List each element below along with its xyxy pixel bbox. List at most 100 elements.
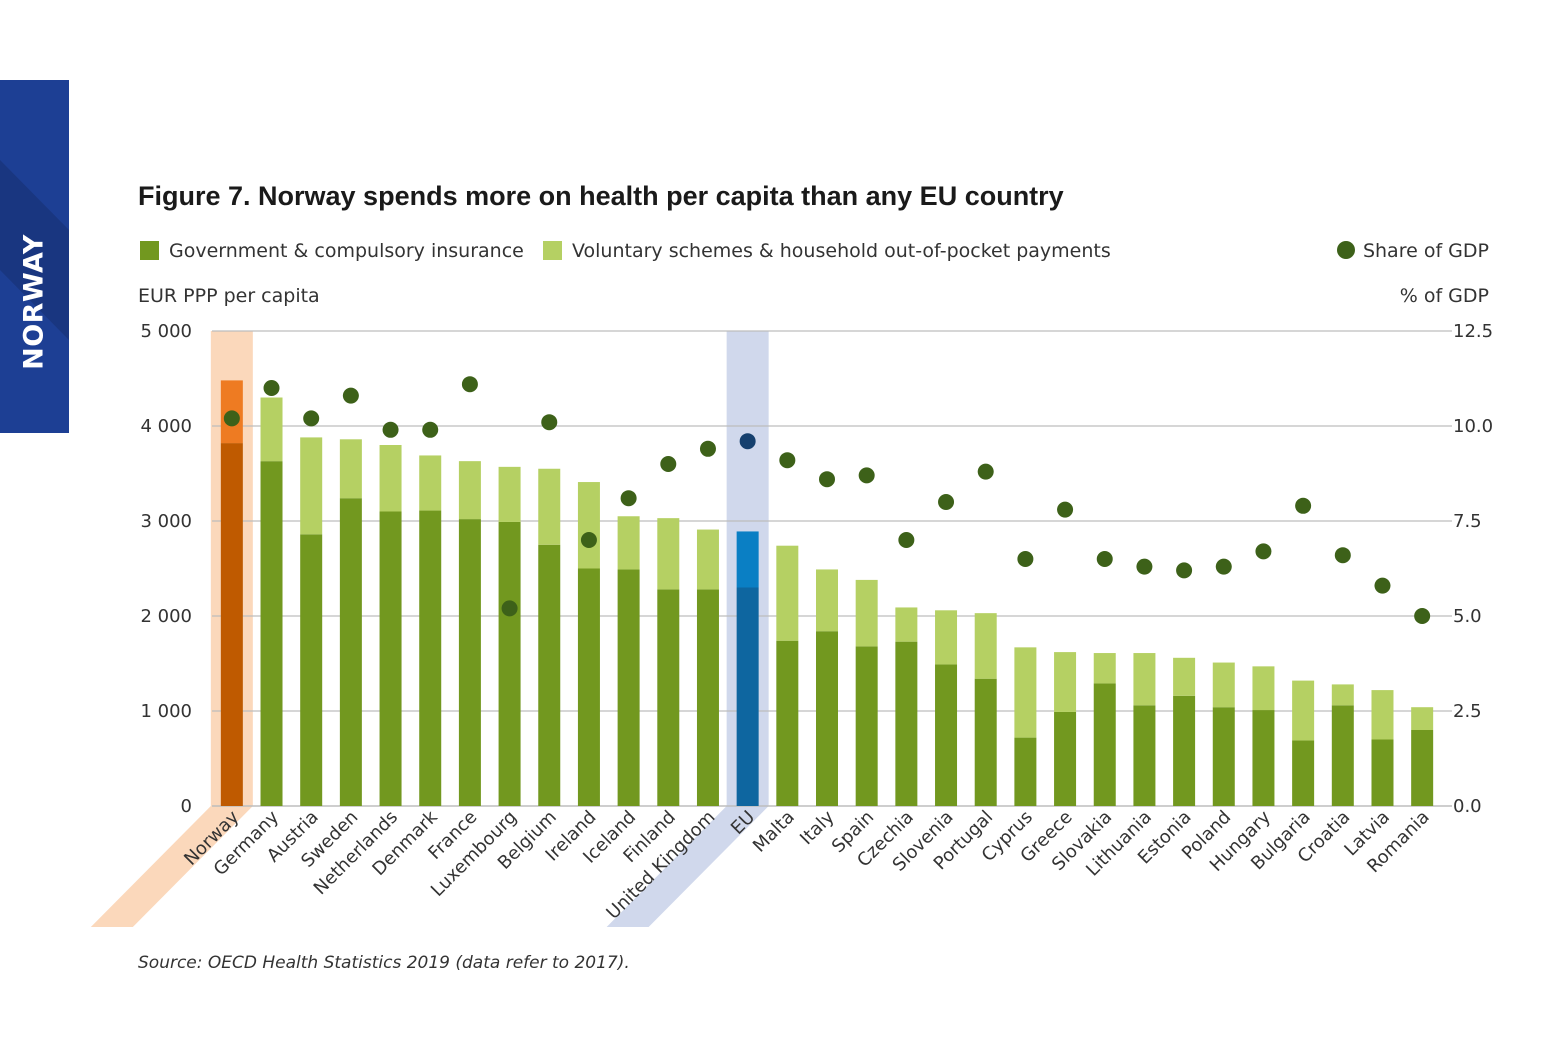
bar-voluntary-luxembourg	[498, 466, 521, 522]
point-share-gdp-spain	[858, 467, 875, 484]
bar-government-iceland	[617, 569, 640, 806]
point-share-gdp-norway	[223, 410, 240, 427]
point-share-gdp-malta	[779, 452, 796, 469]
point-share-gdp-latvia	[1374, 577, 1391, 594]
bar-government-sweden	[339, 498, 362, 806]
bar-government-luxembourg	[498, 521, 521, 806]
bar-voluntary-poland	[1212, 662, 1235, 708]
point-share-gdp-cyprus	[1017, 551, 1034, 567]
point-share-gdp-slovenia	[938, 494, 955, 510]
bar-voluntary-estonia	[1173, 657, 1196, 696]
point-share-gdp-bulgaria	[1295, 497, 1312, 514]
bar-government-poland	[1212, 707, 1235, 806]
bar-voluntary-czechia	[895, 607, 918, 642]
bar-government-cyprus	[1014, 737, 1037, 806]
bar-government-malta	[776, 640, 799, 806]
bar-voluntary-croatia	[1331, 684, 1354, 706]
y-axis-ticks: 0 1 000 2 000 3 000 4 000 5 000	[140, 321, 192, 817]
bar-voluntary-denmark	[419, 455, 442, 511]
bar-government-italy	[816, 631, 838, 806]
legend-marker-share-gdp	[1337, 241, 1355, 259]
point-share-gdp-italy	[819, 471, 835, 488]
bar-government-greece	[1054, 711, 1077, 806]
bar-voluntary-slovenia	[935, 610, 958, 665]
bar-government-estonia	[1173, 695, 1196, 806]
y-tick-label: 3 000	[140, 511, 192, 532]
point-share-gdp-denmark	[422, 421, 439, 438]
x-axis-labels: NorwayGermanyAustriaSwedenNetherlandsDen…	[180, 806, 1433, 923]
bar-government-united-kingdom	[696, 589, 719, 806]
bar-voluntary-hungary	[1252, 666, 1275, 711]
legend-label-share-gdp: Share of GDP	[1363, 240, 1489, 262]
bar-voluntary-portugal	[974, 613, 997, 679]
bar-voluntary-austria	[300, 437, 323, 535]
point-share-gdp-eu	[739, 433, 756, 450]
bar-government-austria	[300, 534, 323, 806]
bar-government-spain	[855, 646, 878, 806]
point-share-gdp-germany	[263, 380, 280, 396]
highlight-band-label-norway	[90, 806, 253, 927]
bar-voluntary-united-kingdom	[696, 529, 719, 590]
point-share-gdp-portugal	[977, 463, 994, 480]
bar-government-bulgaria	[1292, 740, 1315, 806]
point-share-gdp-netherlands	[382, 421, 399, 438]
point-share-gdp-romania	[1414, 608, 1431, 624]
bar-voluntary-eu	[736, 531, 759, 588]
bars	[220, 380, 1434, 806]
bar-voluntary-lithuania	[1133, 653, 1156, 706]
legend-label-voluntary: Voluntary schemes & household out-of-poc…	[572, 240, 1111, 262]
point-share-gdp-ireland	[580, 532, 597, 548]
legend-label-government: Government & compulsory insurance	[169, 240, 524, 262]
bar-voluntary-belgium	[538, 468, 561, 545]
point-share-gdp-poland	[1215, 558, 1232, 575]
bar-voluntary-greece	[1054, 652, 1077, 712]
bar-government-portugal	[974, 678, 997, 806]
legend: Government & compulsory insurance Volunt…	[140, 240, 1489, 262]
bar-government-slovenia	[935, 664, 958, 806]
y2-axis-label: % of GDP	[1400, 285, 1489, 307]
bar-government-romania	[1411, 730, 1434, 806]
bar-voluntary-malta	[776, 545, 799, 641]
bar-government-croatia	[1331, 705, 1354, 806]
point-share-gdp-hungary	[1255, 543, 1272, 560]
bar-government-finland	[657, 589, 680, 806]
y2-tick-label: 10.0	[1453, 416, 1493, 437]
y-axis-label: EUR PPP per capita	[138, 285, 320, 307]
bar-government-latvia	[1371, 739, 1394, 806]
bar-government-ireland	[577, 568, 600, 806]
chart-title: Figure 7. Norway spends more on health p…	[138, 181, 1064, 211]
bar-government-belgium	[538, 544, 561, 806]
y2-tick-label: 7.5	[1453, 511, 1482, 532]
y2-axis-ticks: 0.0 2.5 5.0 7.5 10.0 12.5	[1453, 321, 1493, 817]
point-share-gdp-croatia	[1334, 547, 1351, 564]
point-share-gdp-sweden	[342, 387, 359, 404]
point-share-gdp-lithuania	[1136, 558, 1153, 575]
bar-government-germany	[260, 461, 283, 806]
y-tick-label: 1 000	[140, 701, 192, 722]
bar-government-czechia	[895, 641, 918, 806]
point-share-gdp-austria	[303, 410, 320, 427]
y-tick-label: 5 000	[140, 321, 192, 342]
bar-government-france	[458, 519, 481, 806]
share-of-gdp-points	[223, 376, 1431, 624]
bar-government-eu	[736, 587, 759, 806]
bar-voluntary-iceland	[617, 516, 640, 570]
point-share-gdp-luxembourg	[501, 600, 518, 617]
point-share-gdp-belgium	[541, 414, 558, 431]
point-share-gdp-france	[461, 376, 478, 393]
y2-tick-label: 12.5	[1453, 321, 1493, 342]
bar-government-slovakia	[1093, 683, 1116, 806]
bar-government-lithuania	[1133, 705, 1156, 806]
y2-tick-label: 2.5	[1453, 701, 1482, 722]
point-share-gdp-estonia	[1176, 562, 1193, 579]
bar-voluntary-ireland	[577, 482, 600, 569]
bar-voluntary-latvia	[1371, 690, 1394, 740]
bar-voluntary-finland	[657, 518, 680, 590]
bar-voluntary-spain	[855, 579, 878, 647]
point-share-gdp-greece	[1057, 501, 1074, 518]
bar-voluntary-sweden	[339, 439, 362, 499]
point-share-gdp-finland	[660, 456, 677, 472]
bar-voluntary-italy	[816, 569, 838, 632]
highlight-band-label-eu	[606, 806, 769, 927]
